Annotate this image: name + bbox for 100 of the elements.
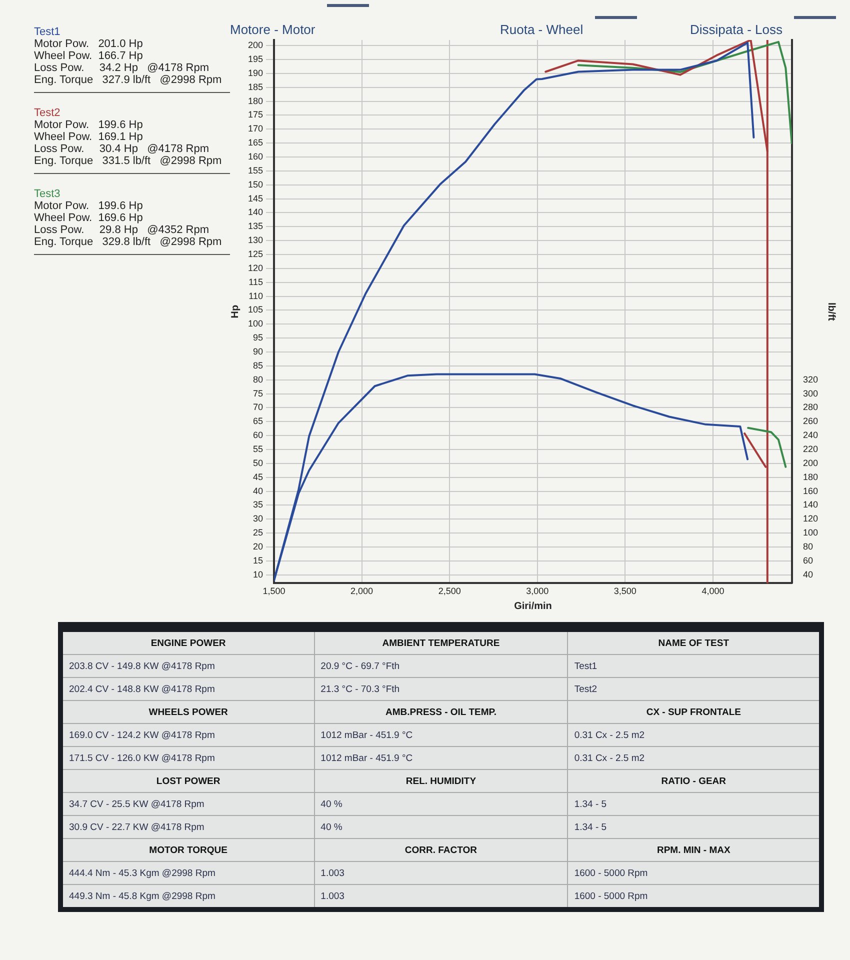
- text: Loss Pow. 29.8 Hp @4352 Rpm: [34, 224, 210, 236]
- y-tick-label: 185: [248, 82, 264, 92]
- text: 1.34 - 5: [568, 816, 822, 838]
- y-tick-label: 195: [248, 54, 264, 64]
- y2-tick-label: 260: [802, 416, 818, 426]
- y-tick-label: 10: [253, 569, 264, 580]
- y-tick-label: 125: [248, 248, 264, 259]
- text: REL. HUMIDITY: [314, 770, 568, 792]
- text: Wheel Pow. 166.7 Hp: [34, 50, 144, 62]
- text: 40 %: [314, 792, 568, 816]
- text: Motor Pow. 201.0 Hp: [34, 38, 144, 50]
- y-tick-label: 105: [248, 304, 264, 315]
- text: 169.0 CV - 124.2 KW @4178 Rpm: [60, 724, 314, 746]
- y-tick-label: 70: [253, 402, 264, 412]
- text: 202.4 CV - 148.8 KW @4178 Rpm: [60, 678, 314, 700]
- y-tick-label: 15: [253, 555, 264, 566]
- text: Test1: [568, 654, 822, 678]
- y2-tick-label: 240: [802, 430, 818, 440]
- text: WHEELS POWER: [60, 700, 314, 724]
- y2-tick-label: 300: [802, 388, 818, 398]
- text: Dissipata - Loss: [690, 22, 782, 37]
- text: 1012 mBar - 451.9 °C: [314, 724, 568, 746]
- y-tick-label: 145: [248, 193, 264, 204]
- y2-tick-label: 280: [802, 402, 818, 412]
- y-tick-label: 50: [253, 458, 264, 468]
- y-tick-label: 200: [248, 40, 264, 50]
- text: CORR. FACTOR: [314, 838, 568, 862]
- y-axis-title: Hp: [230, 304, 241, 318]
- y2-tick-label: 220: [802, 444, 818, 454]
- y-tick-label: 90: [253, 346, 264, 356]
- y-tick-label: 85: [253, 360, 264, 370]
- text: 203.8 CV - 149.8 KW @4178 Rpm: [60, 654, 314, 678]
- y-tick-label: 135: [248, 221, 264, 232]
- y2-tick-label: 160: [802, 486, 818, 496]
- text: Wheel Pow. 169.1 Hp: [34, 131, 144, 143]
- y-tick-label: 40: [253, 486, 264, 496]
- text: 34.7 CV - 25.5 KW @4178 Rpm: [60, 792, 314, 816]
- text: Loss Pow. 34.2 Hp @4178 Rpm: [34, 62, 210, 74]
- y-tick-label: 165: [248, 138, 264, 148]
- text: Eng. Torque 329.8 lb/ft @2998 Rpm: [34, 236, 223, 248]
- text: NAME OF TEST: [568, 627, 822, 654]
- text: Test2: [34, 107, 62, 119]
- text: Test2: [568, 678, 822, 700]
- text: CX - SUP FRONTALE: [568, 700, 822, 724]
- y-tick-label: 130: [248, 235, 264, 246]
- y-tick-label: 190: [248, 68, 264, 78]
- text: 21.3 °C - 70.3 °Fth: [314, 678, 568, 700]
- text: 20.9 °C - 69.7 °Fth: [314, 654, 568, 678]
- text: Motor Pow. 199.6 Hp: [34, 200, 144, 212]
- y2-tick-label: 320: [802, 374, 818, 384]
- text: 30.9 CV - 22.7 KW @4178 Rpm: [60, 816, 314, 838]
- y-tick-label: 75: [253, 388, 264, 398]
- text: Motor Pow. 199.6 Hp: [34, 119, 144, 131]
- y-tick-label: 65: [253, 416, 264, 426]
- y2-tick-label: 200: [802, 458, 818, 468]
- text: 1.34 - 5: [568, 792, 822, 816]
- text: 1012 mBar - 451.9 °C: [314, 746, 568, 770]
- text: AMB.PRESS - OIL TEMP.: [314, 700, 568, 724]
- x-tick-label: 2,000: [350, 586, 374, 596]
- y-tick-label: 170: [248, 124, 264, 134]
- text: 449.3 Nm - 45.8 Kgm @2998 Rpm: [60, 884, 314, 910]
- y-tick-label: 80: [253, 374, 264, 384]
- y2-tick-label: 40: [802, 569, 813, 580]
- y-tick-label: 155: [248, 165, 264, 176]
- text: 1.003: [314, 884, 568, 910]
- y-tick-label: 120: [248, 262, 264, 273]
- text: RATIO - GEAR: [568, 770, 822, 792]
- y-tick-label: 45: [253, 472, 264, 482]
- y2-tick-label: 120: [802, 514, 818, 524]
- y-tick-label: 25: [253, 528, 264, 538]
- y-tick-label: 160: [248, 151, 264, 162]
- x-tick-label: 2,500: [438, 586, 461, 596]
- y2-tick-label: 80: [802, 541, 813, 552]
- y2-axis-title: lb/ft: [825, 302, 836, 322]
- text: Eng. Torque 331.5 lb/ft @2998 Rpm: [34, 155, 223, 167]
- text: Wheel Pow. 169.6 Hp: [34, 212, 144, 224]
- text: 1600 - 5000 Rpm: [568, 862, 822, 884]
- text: MOTOR TORQUE: [60, 838, 314, 862]
- x-tick-label: 3,000: [526, 586, 549, 596]
- y-tick-label: 110: [248, 290, 264, 301]
- text: RPM. MIN - MAX: [568, 838, 822, 862]
- text: 1.003: [314, 862, 568, 884]
- text: 40 %: [314, 816, 568, 838]
- text: 0.31 Cx - 2.5 m2: [568, 724, 822, 746]
- y-tick-label: 175: [248, 110, 264, 120]
- x-axis-title: Giri/min: [514, 600, 552, 612]
- y-tick-label: 100: [248, 318, 264, 329]
- y-tick-label: 60: [253, 430, 264, 440]
- x-tick-label: 4,000: [702, 586, 724, 596]
- y-tick-label: 95: [253, 332, 264, 343]
- text: 171.5 CV - 126.0 KW @4178 Rpm: [60, 746, 314, 770]
- y-tick-label: 140: [248, 207, 264, 218]
- y-tick-label: 35: [253, 500, 264, 510]
- text: 444.4 Nm - 45.3 Kgm @2998 Rpm: [60, 862, 314, 884]
- y-tick-label: 150: [248, 179, 264, 190]
- text: Test1: [34, 26, 62, 38]
- text: Eng. Torque 327.9 lb/ft @2998 Rpm: [34, 74, 223, 86]
- y-tick-label: 180: [248, 96, 264, 106]
- text: ENGINE POWER: [60, 627, 314, 654]
- text: 1600 - 5000 Rpm: [568, 884, 822, 910]
